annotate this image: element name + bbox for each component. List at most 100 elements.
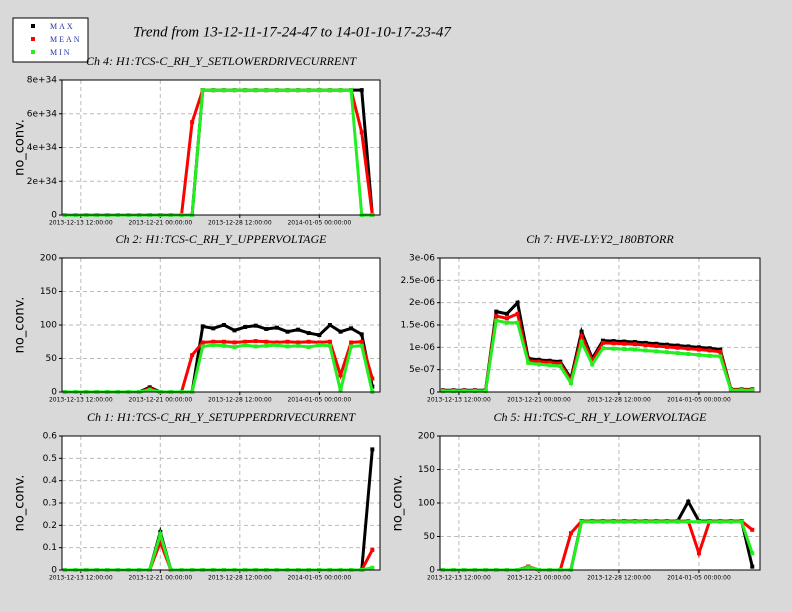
data-point	[568, 531, 573, 536]
data-point	[654, 343, 659, 348]
data-point	[306, 339, 311, 344]
data-point	[675, 519, 680, 524]
data-point	[296, 327, 301, 332]
chart-title: Ch 5: H1:TCS-C_RH_Y_LOWERVOLTAGE	[494, 410, 708, 424]
data-point	[370, 376, 375, 381]
data-point	[654, 519, 659, 524]
y-tick-label: 50	[424, 532, 436, 542]
data-point	[611, 519, 616, 524]
x-tick-label: 2013-12-28 12:00:00	[587, 397, 651, 404]
data-point	[707, 346, 712, 351]
x-tick-label: 2014-01-05 00:00:00	[287, 575, 351, 582]
data-point	[696, 347, 701, 352]
data-point	[547, 363, 552, 368]
data-point	[643, 348, 648, 353]
data-point	[579, 329, 584, 334]
data-point	[750, 551, 755, 556]
data-point	[253, 339, 258, 344]
data-point	[718, 349, 723, 354]
data-point	[232, 340, 237, 345]
data-point	[664, 344, 669, 349]
plot-frame	[61, 79, 381, 216]
data-point	[285, 339, 290, 344]
data-point	[622, 347, 627, 352]
data-point	[494, 318, 499, 323]
data-point	[359, 130, 364, 135]
y-tick-label: 0.5	[43, 454, 57, 464]
data-point	[483, 389, 488, 394]
legend-swatch	[31, 50, 35, 54]
x-tick-label: 2013-12-13 12:00:00	[49, 397, 113, 404]
data-point	[317, 340, 322, 345]
data-point	[359, 343, 364, 348]
data-point	[211, 88, 216, 93]
data-point	[686, 499, 691, 504]
x-tick-label: 2014-01-05 00:00:00	[667, 575, 731, 582]
x-tick-label: 2013-12-28 12:00:00	[208, 397, 272, 404]
y-tick-label: 6e+34	[27, 109, 58, 119]
y-tick-label: 0.4	[43, 476, 58, 486]
data-point	[462, 389, 467, 394]
data-point	[696, 345, 701, 350]
data-point	[306, 331, 311, 336]
y-tick-label: 2.5e-06	[400, 276, 435, 286]
x-tick-label: 2013-12-28 12:00:00	[587, 575, 651, 582]
data-point	[221, 343, 226, 348]
data-point	[285, 88, 290, 93]
y-tick-label: 100	[418, 499, 435, 509]
plot-area	[62, 436, 380, 570]
y-tick-label: 0.6	[43, 432, 58, 442]
x-tick-label: 2014-01-05 00:00:00	[287, 397, 351, 404]
x-tick-label: 2013-12-13 12:00:00	[49, 575, 113, 582]
legend-label: MEAN	[50, 35, 82, 44]
data-point	[221, 339, 226, 344]
y-tick-label: 150	[418, 465, 435, 475]
data-point	[515, 320, 520, 325]
y-tick-label: 2e+34	[27, 177, 58, 187]
plot-frame	[61, 257, 381, 393]
chart-title: Ch 1: H1:TCS-C_RH_Y_SETUPPERDRIVECURRENT	[87, 410, 356, 424]
data-point	[632, 342, 637, 347]
data-point	[285, 329, 290, 334]
data-point	[338, 88, 343, 93]
x-tick-label: 2014-01-05 00:00:00	[667, 397, 731, 404]
data-point	[296, 88, 301, 93]
chart-title: Ch 7: HVE-LY:Y2_180BTORR	[526, 232, 674, 246]
y-tick-label: 0	[51, 566, 57, 576]
data-point	[632, 347, 637, 352]
data-point	[579, 339, 584, 344]
data-point	[349, 340, 354, 345]
data-point	[707, 519, 712, 524]
data-point	[579, 519, 584, 524]
data-point	[611, 346, 616, 351]
legend-box	[12, 17, 89, 63]
y-tick-label: 0	[51, 388, 57, 398]
legend: MAX MEAN MIN	[12, 17, 89, 63]
data-point	[600, 340, 605, 345]
y-tick-label: 5e-07	[409, 365, 435, 375]
data-point	[440, 389, 445, 394]
y-tick-label: 0	[429, 388, 435, 398]
data-point	[243, 339, 248, 344]
data-point	[750, 388, 755, 393]
data-point	[494, 314, 499, 319]
data-point	[211, 339, 216, 344]
data-point	[264, 343, 269, 348]
data-point	[622, 519, 627, 524]
y-tick-label: 3e-06	[409, 254, 435, 264]
data-point	[285, 344, 290, 349]
data-point	[221, 323, 226, 327]
data-point	[718, 354, 723, 359]
data-point	[221, 88, 226, 93]
data-point	[232, 328, 237, 333]
data-point	[211, 343, 216, 348]
data-point	[370, 547, 375, 552]
data-point	[718, 519, 723, 524]
data-point	[707, 348, 712, 353]
data-point	[632, 339, 637, 344]
y-tick-label: 0.2	[43, 521, 57, 531]
data-point	[536, 359, 541, 364]
data-point	[686, 344, 691, 349]
data-point	[274, 88, 279, 93]
x-tick-label: 2013-12-21 00:00:00	[128, 397, 192, 404]
